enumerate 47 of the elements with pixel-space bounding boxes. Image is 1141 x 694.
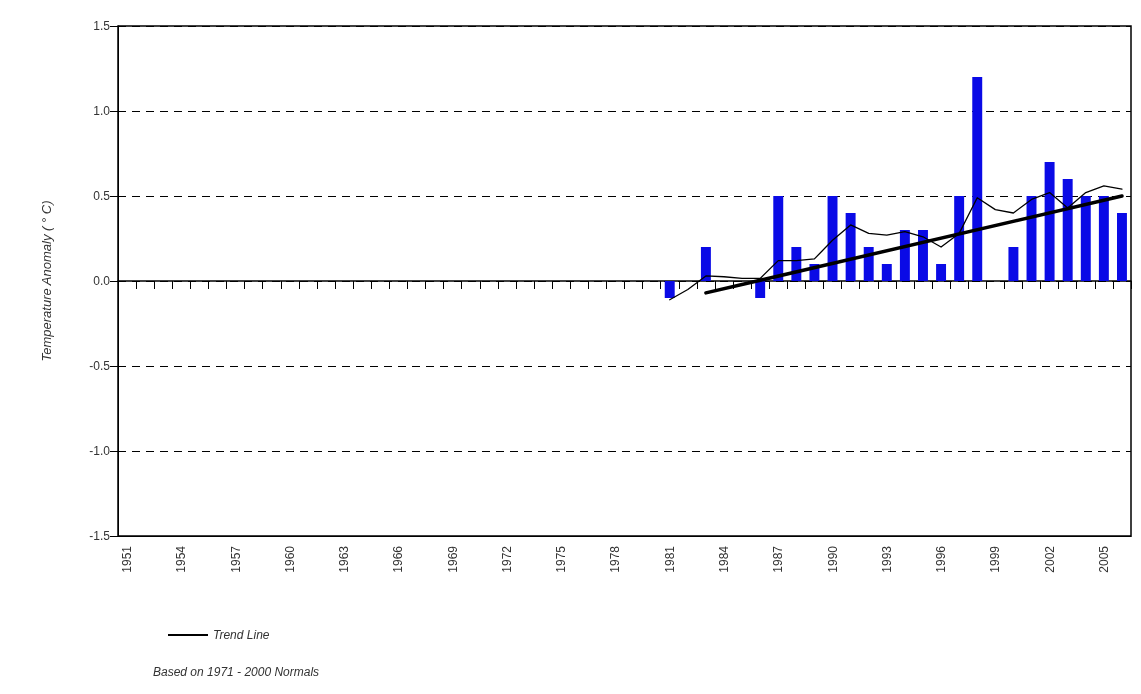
x-tick-label: 1957 — [228, 545, 243, 573]
bar — [972, 77, 983, 281]
bar — [1044, 162, 1055, 281]
y-tick-label: 1.0 — [93, 104, 111, 118]
bar — [700, 247, 711, 281]
bar — [755, 281, 766, 298]
x-tick-label: 1960 — [282, 545, 297, 573]
x-tick-label: 1951 — [120, 545, 135, 573]
x-tick-label: 1996 — [934, 545, 949, 573]
x-tick-label: 1999 — [988, 545, 1003, 573]
x-tick-label: 1987 — [771, 545, 786, 573]
x-tick-label: 2002 — [1042, 545, 1057, 573]
x-tick-label: 1954 — [174, 545, 189, 573]
bar — [1080, 196, 1091, 281]
y-axis-title: Temperature Anomaly ( ° C) — [39, 200, 54, 362]
bar — [1062, 179, 1073, 281]
y-tick-label: -0.5 — [89, 359, 111, 373]
text: Based on 1971 - 2000 Normals — [153, 665, 320, 679]
bar — [845, 213, 856, 281]
y-tick-label: 0.0 — [93, 274, 111, 288]
x-tick-label: 1984 — [716, 545, 731, 573]
bar — [827, 196, 838, 281]
y-tick-label: -1.0 — [89, 444, 111, 458]
x-tick-label: 1990 — [825, 545, 840, 573]
x-tick-label: 1969 — [445, 545, 460, 573]
bar — [936, 264, 947, 281]
y-tick-label: 1.5 — [93, 19, 111, 33]
x-tick-label: 1972 — [499, 545, 514, 573]
legend-label: Trend Line — [213, 628, 270, 642]
y-tick-label: 0.5 — [93, 189, 111, 203]
x-tick-label: 1966 — [391, 545, 406, 573]
bar — [881, 264, 892, 281]
bar — [1008, 247, 1019, 281]
x-tick-label: 1993 — [879, 545, 894, 573]
bar — [918, 230, 928, 281]
x-tick-label: 1978 — [608, 545, 623, 573]
y-tick-label: -1.5 — [89, 529, 111, 543]
x-tick-label: 2005 — [1096, 545, 1111, 573]
bar — [954, 196, 965, 281]
x-tick-label: 1981 — [662, 545, 677, 573]
x-tick-label: 1975 — [554, 545, 569, 573]
x-tick-label: 1963 — [337, 545, 352, 573]
bar — [664, 281, 675, 298]
bar — [899, 230, 910, 281]
bar — [1116, 213, 1127, 281]
bar — [1098, 196, 1109, 281]
bar — [773, 196, 784, 281]
